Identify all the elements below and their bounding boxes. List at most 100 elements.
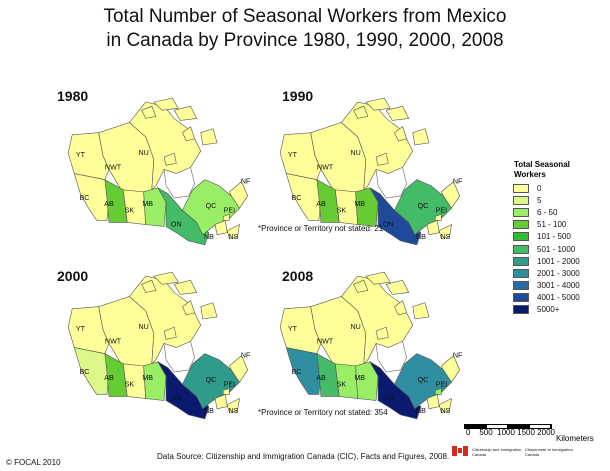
region-label-mb: MB — [354, 374, 365, 382]
legend-swatch — [513, 184, 529, 193]
region-label-ab: AB — [104, 200, 114, 208]
region-nb — [426, 220, 440, 236]
arctic-island — [182, 126, 196, 142]
legend-swatch — [513, 256, 529, 266]
region-label-pei: PEI — [436, 206, 448, 214]
region-nf — [228, 355, 249, 383]
region-label-ab: AB — [316, 374, 326, 382]
region-label-ns: NS — [228, 407, 238, 415]
legend-item: 501 - 1000 — [513, 244, 575, 255]
region-label-nu: NU — [350, 149, 360, 157]
legend-title: Total Seasonal Workers — [514, 160, 570, 179]
legend-item: 1001 - 2000 — [513, 256, 580, 267]
note-2000: *Province or Territory not stated: 354 — [258, 408, 388, 417]
map-title-line-1: Total Number of Seasonal Workers from Me… — [103, 6, 507, 27]
region-mb — [143, 361, 167, 401]
scale-bar — [464, 424, 552, 429]
legend-swatch — [513, 292, 529, 302]
year-label-1990: 1990 — [282, 88, 314, 104]
region-label-pei: PEI — [224, 206, 236, 214]
year-label-1980: 1980 — [57, 88, 89, 104]
scale-labels: 0 500 1000 1500 2000 — [466, 428, 555, 437]
legend-item: 51 - 100 — [513, 219, 566, 230]
canada-map-1990: YT NWT NU BC AB SK MB ON QC NF NB NS PEI — [279, 97, 463, 246]
legend-swatch — [513, 280, 529, 290]
arctic-island — [182, 300, 196, 316]
legend-swatch — [513, 244, 529, 254]
region-label-nu: NU — [138, 323, 148, 331]
region-ab — [316, 353, 340, 397]
cic-logo-en: Citizenship and Immigration Canada — [472, 447, 522, 457]
legend-swatch — [513, 268, 529, 278]
region-label-bc: BC — [80, 368, 90, 376]
region-label-sk: SK — [337, 380, 347, 388]
region-label-on: ON — [383, 395, 394, 403]
region-label-yt: YT — [288, 151, 298, 159]
region-label-yt: YT — [76, 151, 86, 159]
legend-swatch — [513, 232, 529, 242]
hudson-bay — [375, 166, 407, 199]
scale-unit: Kilometers — [556, 434, 594, 443]
arctic-island — [412, 128, 430, 146]
region-label-ns: NS — [440, 233, 450, 241]
region-label-qc: QC — [206, 376, 217, 384]
region-nf — [228, 181, 249, 209]
region-nb — [214, 394, 228, 410]
region-ns — [438, 223, 452, 240]
canada-map-2000: YT NWT NU BC AB SK MB ON QC NF NB NS PEI — [67, 271, 251, 420]
hudson-bay — [163, 166, 195, 199]
arctic-island — [385, 279, 410, 295]
legend-label: 0 — [537, 184, 542, 193]
arctic-island — [365, 271, 391, 285]
region-mb — [143, 187, 167, 227]
hudson-bay — [163, 340, 195, 373]
region-label-qc: QC — [206, 202, 217, 210]
region-on — [157, 186, 210, 246]
legend-item: 5000+ — [513, 304, 559, 315]
region-ns — [226, 223, 240, 240]
region-label-on: ON — [383, 221, 394, 229]
region-label-nb: NB — [416, 407, 426, 415]
region-label-nwt: NWT — [317, 337, 334, 345]
region-label-bc: BC — [292, 194, 302, 202]
region-label-sk: SK — [337, 206, 347, 214]
region-ns — [226, 397, 240, 414]
legend-item: 4001 - 5000 — [513, 292, 580, 303]
legend-item: 6 - 50 — [513, 207, 557, 218]
arctic-island — [353, 279, 369, 293]
legend-swatch — [513, 220, 529, 230]
region-label-on: ON — [171, 221, 182, 229]
region-on — [157, 360, 210, 420]
legend-label: 6 - 50 — [537, 208, 558, 218]
region-label-sk: SK — [125, 380, 135, 388]
region-label-nb: NB — [204, 233, 214, 241]
region-on — [369, 186, 422, 246]
region-ab — [316, 179, 340, 223]
arctic-island — [163, 152, 177, 166]
region-label-nb: NB — [416, 233, 426, 241]
legend-swatch — [513, 196, 529, 206]
legend-item: 3001 - 4000 — [513, 280, 580, 291]
region-label-nb: NB — [204, 407, 214, 415]
legend-label: 3001 - 4000 — [537, 280, 580, 290]
arctic-island — [141, 105, 157, 119]
region-label-bc: BC — [292, 368, 302, 376]
legend-label: 51 - 100 — [537, 220, 567, 230]
legend-label: 2001 - 3000 — [537, 268, 580, 278]
legend-item: 101 - 500 — [513, 231, 571, 242]
arctic-island — [394, 126, 408, 142]
region-label-nwt: NWT — [105, 337, 122, 345]
arctic-island — [353, 105, 369, 119]
region-label-ab: AB — [316, 200, 326, 208]
region-label-mb: MB — [142, 200, 153, 208]
legend-label: 5000+ — [537, 305, 560, 314]
region-nf — [440, 181, 461, 209]
arctic-island — [173, 279, 198, 295]
arctic-island — [365, 97, 391, 111]
region-label-yt: YT — [288, 325, 298, 333]
region-mb — [355, 361, 379, 401]
arctic-island — [412, 302, 430, 320]
legend-label: 1001 - 2000 — [537, 256, 580, 266]
region-label-sk: SK — [125, 206, 135, 214]
